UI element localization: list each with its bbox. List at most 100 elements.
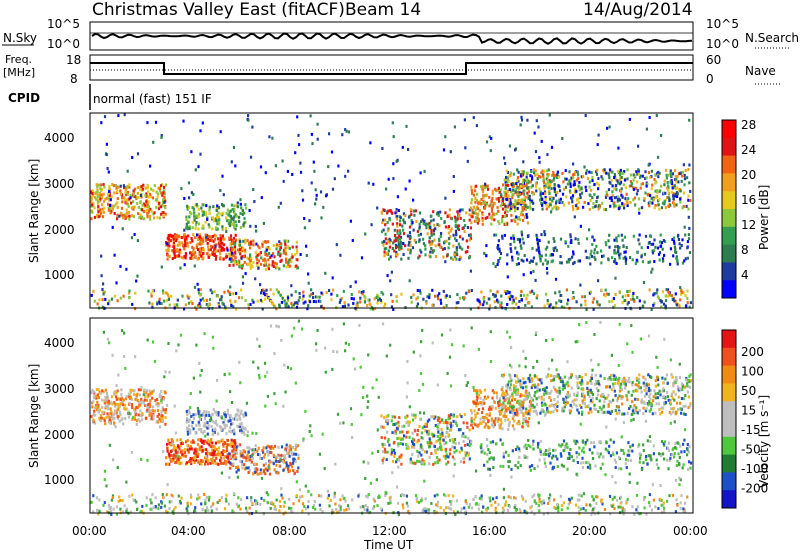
- echo-cell: [102, 215, 104, 218]
- echo-cell: [276, 472, 278, 475]
- echo-cell: [530, 180, 532, 183]
- echo-cell: [393, 250, 395, 253]
- echo-cell: [549, 198, 551, 201]
- echo-cell: [450, 413, 452, 416]
- echo-cell: [553, 206, 555, 209]
- echo-cell: [652, 251, 654, 254]
- echo-cell: [476, 124, 478, 127]
- freq-left-label-2: [MHz]: [3, 66, 35, 79]
- echo-cell: [683, 259, 685, 262]
- frequency-panel: Freq. [MHz] 18 8 60 0 Nave: [3, 53, 780, 86]
- echo-cell: [218, 441, 220, 444]
- echo-cell: [186, 410, 188, 413]
- echo-cell: [546, 207, 548, 210]
- echo-cell: [464, 451, 466, 454]
- echo-cell: [241, 463, 243, 466]
- echo-cell: [631, 400, 633, 403]
- echo-cell: [164, 206, 166, 209]
- echo-cell: [193, 417, 195, 420]
- echo-cell: [457, 225, 459, 228]
- echo-cell: [448, 237, 450, 240]
- echo-cell: [211, 413, 213, 416]
- echo-cell: [688, 181, 690, 184]
- echo-cell: [188, 424, 190, 427]
- echo-cell: [544, 201, 546, 204]
- echo-cell: [500, 252, 502, 255]
- echo-cell: [625, 262, 627, 265]
- echo-cell: [114, 212, 116, 215]
- echo-cell: [361, 256, 363, 259]
- echo-cell: [564, 240, 566, 243]
- echo-cell: [241, 467, 243, 470]
- echo-cell: [626, 168, 628, 171]
- echo-cell: [242, 209, 244, 212]
- echo-cell: [529, 205, 531, 208]
- echo-cell: [124, 408, 126, 411]
- echo-cell: [98, 396, 100, 399]
- echo-cell: [394, 452, 396, 455]
- echo-cell: [159, 217, 161, 220]
- echo-cell: [503, 157, 505, 160]
- echo-cell: [296, 470, 298, 473]
- echo-cell: [658, 203, 660, 206]
- echo-cell: [382, 459, 384, 462]
- echo-cell: [522, 407, 524, 410]
- echo-cell: [533, 171, 535, 174]
- echo-cell: [633, 188, 635, 191]
- echo-cell: [475, 208, 477, 211]
- echo-cell: [120, 398, 122, 401]
- echo-cell: [512, 189, 514, 192]
- echo-cell: [287, 170, 289, 173]
- echo-cell: [647, 246, 649, 249]
- echo-cell: [285, 261, 287, 264]
- echo-cell: [482, 416, 484, 419]
- echo-cell: [418, 234, 420, 237]
- echo-cell: [249, 209, 251, 212]
- power-colorbar-swatch: [722, 191, 736, 209]
- echo-cell: [611, 256, 613, 259]
- echo-cell: [222, 258, 224, 261]
- echo-cell: [128, 218, 130, 221]
- echo-cell: [285, 447, 287, 450]
- echo-cell: [278, 267, 280, 270]
- echo-cell: [236, 446, 238, 449]
- echo-cell: [216, 209, 218, 212]
- echo-cell: [260, 256, 262, 259]
- echo-cell: [651, 243, 653, 246]
- echo-cell: [284, 243, 286, 246]
- echo-cell: [433, 249, 435, 252]
- echo-cell: [229, 221, 231, 224]
- echo-cell: [192, 413, 194, 416]
- echo-cell: [381, 291, 383, 294]
- echo-cell: [550, 379, 552, 382]
- echo-cell: [578, 181, 580, 184]
- echo-cell: [169, 255, 171, 258]
- echo-cell: [506, 290, 508, 293]
- echo-cell: [396, 458, 398, 461]
- echo-cell: [95, 198, 97, 201]
- echo-cell: [589, 208, 591, 211]
- echo-cell: [311, 181, 313, 184]
- echo-cell: [300, 171, 302, 174]
- echo-cell: [567, 299, 569, 302]
- echo-cell: [383, 416, 385, 419]
- echo-cell: [449, 208, 451, 211]
- echo-cell: [644, 253, 646, 256]
- echo-cell: [649, 288, 651, 291]
- echo-cell: [383, 254, 385, 257]
- echo-cell: [429, 251, 431, 254]
- echo-cell: [464, 230, 466, 233]
- echo-cell: [452, 456, 454, 459]
- echo-cell: [400, 241, 402, 244]
- echo-cell: [296, 241, 298, 244]
- echo-cell: [611, 388, 613, 391]
- power-heatmap-cells: [90, 113, 692, 311]
- echo-cell: [260, 263, 262, 266]
- echo-cell: [197, 460, 199, 463]
- echo-cell: [642, 412, 644, 415]
- echo-cell: [245, 456, 247, 459]
- echo-cell: [464, 224, 466, 227]
- echo-cell: [522, 160, 524, 163]
- echo-cell: [243, 415, 245, 418]
- echo-cell: [332, 188, 334, 191]
